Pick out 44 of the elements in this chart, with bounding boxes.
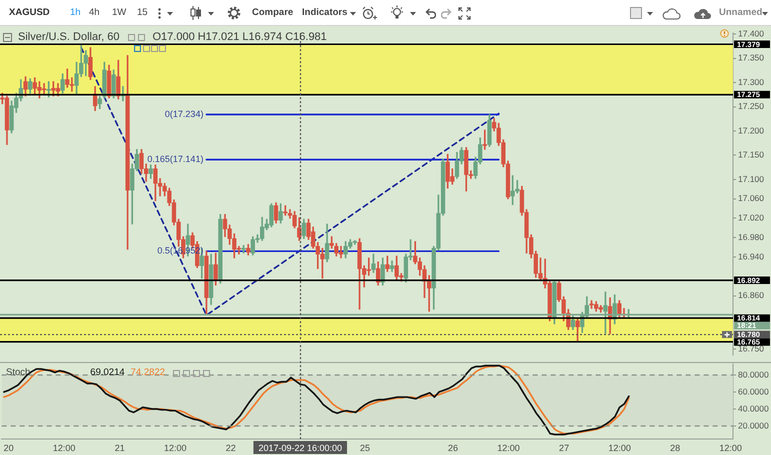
annotation: 74.2822	[130, 367, 165, 379]
y-tick-label: 17.020	[738, 212, 764, 223]
y-tick-label: 17.060	[738, 193, 764, 204]
x-tick-label: 21	[114, 442, 125, 453]
x-tick-label: 2017-09-22 16:00:00	[258, 442, 342, 453]
x-tick-label: 25	[360, 442, 370, 453]
text: 15	[137, 7, 148, 19]
annotation: 0.165(17.141)	[147, 154, 204, 164]
text: 4h	[89, 7, 100, 19]
x-tick-label: 12:00	[497, 442, 520, 453]
y-tick-label: 17.400	[738, 28, 764, 38]
annotation: 69.0214	[90, 367, 125, 379]
text: 1W	[112, 7, 126, 19]
chart-title: Silver/U.S. Dollar, 60	[18, 31, 120, 43]
y-tick-label: 60.0000	[738, 386, 769, 396]
y-tick-label: 17.150	[738, 150, 764, 160]
text: Compare	[252, 7, 294, 19]
chart-title: Stoch	[6, 367, 30, 379]
text: 1h	[70, 7, 81, 19]
x-tick-label: 20	[4, 442, 14, 453]
y-tick-label: 16.940	[738, 251, 764, 262]
x-tick-label: 22	[226, 442, 236, 453]
text: Unnamed	[719, 7, 762, 19]
x-tick-label: 12:00	[164, 442, 187, 453]
y-tick-label: 17.350	[738, 52, 764, 63]
x-tick-label: 12:00	[608, 442, 631, 453]
y-tick-label: 16.860	[738, 290, 764, 300]
x-tick-label: 28	[670, 442, 680, 453]
y-tick-label: 16.980	[738, 232, 764, 242]
y-tick-label: 17.250	[738, 101, 764, 112]
chart-subtitle: O17.000 H17.021 L16.974 C16.981	[152, 31, 327, 43]
x-tick-label: 27	[559, 442, 570, 453]
x-tick-label: 12:00	[52, 442, 76, 453]
annotation: 0(17.234)	[164, 109, 204, 120]
x-tick-label: 26	[448, 442, 458, 453]
y-tick-label: 80.0000	[738, 369, 769, 380]
y-tick-label: 17.100	[738, 174, 764, 184]
text: Indicators	[302, 7, 348, 19]
y-tick-label: 20.0000	[738, 420, 769, 430]
y-tick-label: 17.200	[738, 125, 764, 136]
text: XAGUSD	[9, 7, 50, 19]
y-tick-label: 40.0000	[738, 403, 769, 414]
x-tick-label: 12:00	[719, 442, 742, 453]
y-tick-label: 17.300	[738, 76, 764, 87]
